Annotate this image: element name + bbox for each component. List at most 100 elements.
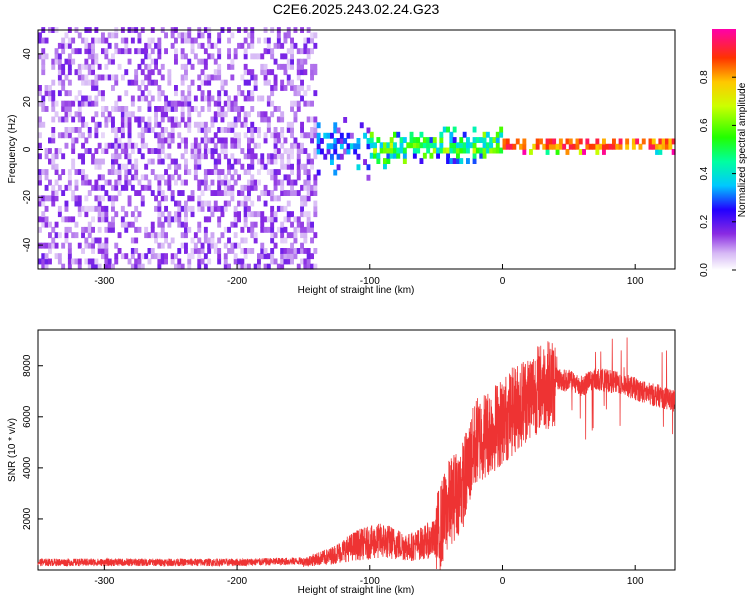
- spectrogram-cell: [479, 152, 484, 159]
- spectrogram-cell: [485, 142, 490, 149]
- spectrogram-cell: [160, 232, 165, 239]
- spectrogram-cell: [359, 122, 364, 129]
- spectrogram-cell: [280, 85, 285, 91]
- spectrogram-cell: [369, 131, 374, 138]
- spectrogram-cell: [217, 179, 222, 186]
- spectrogram-cell: [51, 95, 56, 102]
- spectrogram-cell: [87, 79, 92, 86]
- spectrogram-cell: [74, 69, 79, 76]
- spectrogram-cell: [124, 153, 129, 160]
- spectrogram-cell: [250, 158, 255, 165]
- spectrogram-cell: [217, 53, 222, 60]
- spectrogram-cell: [130, 79, 135, 86]
- spectrogram-cell: [51, 58, 56, 65]
- spectrogram-cell: [552, 143, 557, 150]
- spectrogram-cell: [67, 127, 72, 133]
- spectrogram-cell: [137, 48, 142, 55]
- spectrogram-cell: [41, 258, 46, 265]
- spectrogram-cell: [154, 253, 158, 260]
- spectrogram-cell: [87, 48, 92, 55]
- spectrogram-cell: [376, 158, 381, 164]
- spectrogram-cell: [124, 179, 129, 186]
- spectrogram-cell: [207, 184, 212, 191]
- spectrogram-cell: [71, 58, 76, 65]
- spectrogram-cell: [147, 248, 152, 254]
- spectrogram-cell: [51, 63, 56, 70]
- spectrogram-cell: [104, 190, 109, 196]
- spectrogram-cell: [44, 253, 49, 260]
- spectrogram-cell: [310, 190, 314, 196]
- spectrogram-cell: [157, 258, 162, 265]
- spectrogram-cell: [210, 116, 215, 123]
- spectrogram-cell: [114, 153, 119, 160]
- spectrogram-cell: [303, 179, 308, 186]
- spectrogram-cell: [67, 184, 72, 191]
- spectrogram-cell: [263, 37, 268, 44]
- spectrogram-cell: [157, 42, 162, 49]
- spectrogram-cell: [170, 253, 175, 260]
- spectrogram-cell: [210, 148, 215, 154]
- spectrogram-cell: [668, 138, 673, 145]
- spectrogram-cell: [67, 79, 72, 86]
- spectrogram-cell: [263, 226, 268, 233]
- spectrogram-cell: [51, 90, 56, 97]
- spectrogram-cell: [101, 184, 105, 191]
- spectrogram-cell: [197, 258, 202, 265]
- spectrogram-cell: [160, 174, 165, 181]
- spectrogram-cell: [38, 258, 42, 265]
- spectrogram-cell: [260, 63, 265, 70]
- spectrogram-cell: [193, 158, 198, 165]
- spectrogram-cell: [250, 153, 255, 160]
- spectrogram-cell: [157, 53, 162, 60]
- spectrogram-cell: [247, 195, 251, 202]
- spectrogram-cell: [114, 42, 119, 49]
- spectrogram-cell: [197, 153, 202, 160]
- spectrogram-cell: [91, 63, 95, 70]
- spectrogram-cell: [237, 116, 241, 123]
- spectrogram-cell: [300, 148, 304, 154]
- spectrogram-cell: [555, 149, 560, 155]
- spectrogram-cell: [101, 248, 105, 254]
- spectrogram-y-tick-label: 40: [22, 48, 33, 60]
- snr-frame: [37, 329, 676, 571]
- spectrogram-cell: [227, 63, 231, 70]
- spectrogram-cell: [373, 142, 377, 149]
- spectrogram-cell: [250, 226, 255, 233]
- spectrogram-cell: [237, 174, 241, 181]
- spectrogram-cell: [197, 248, 202, 254]
- spectrogram-cell: [207, 127, 212, 133]
- spectrogram-cell: [203, 63, 208, 70]
- spectrogram-cell: [104, 37, 109, 44]
- spectrogram-cell: [243, 237, 248, 244]
- spectrogram-cell: [280, 116, 285, 123]
- spectrogram-cell: [157, 132, 162, 139]
- spectrogram-cell: [290, 211, 294, 218]
- spectrogram-cell: [197, 85, 202, 91]
- spectrogram-cell: [160, 132, 165, 139]
- spectrogram-cell: [91, 53, 95, 60]
- spectrogram-cell: [280, 42, 285, 49]
- spectrogram-cell: [87, 63, 92, 70]
- spectrogram-cell: [286, 148, 291, 154]
- spectrogram-cell: [130, 163, 135, 170]
- spectrogram-cell: [247, 190, 251, 196]
- colorbar-ticks: 0.00.20.40.60.8: [699, 70, 736, 277]
- spectrogram-cell: [333, 169, 338, 176]
- spectrogram-cell: [120, 106, 125, 112]
- spectrogram-cell: [442, 147, 447, 154]
- spectrogram-cell: [154, 42, 158, 49]
- spectrogram-cell: [303, 248, 308, 254]
- spectrogram-cell: [290, 37, 294, 44]
- spectrogram-cell: [170, 237, 175, 244]
- spectrogram-cell: [243, 48, 248, 55]
- spectrogram-cell: [77, 74, 82, 81]
- spectrogram-cell: [170, 32, 175, 39]
- spectrogram-cell: [197, 42, 202, 49]
- spectrogram-cell: [296, 100, 301, 107]
- spectrogram-cell: [74, 221, 79, 228]
- spectrogram-cell: [84, 63, 89, 70]
- spectrogram-cell: [247, 148, 251, 154]
- spectrogram-cell: [223, 111, 228, 118]
- colorbar-tick-label: 0.8: [699, 70, 710, 84]
